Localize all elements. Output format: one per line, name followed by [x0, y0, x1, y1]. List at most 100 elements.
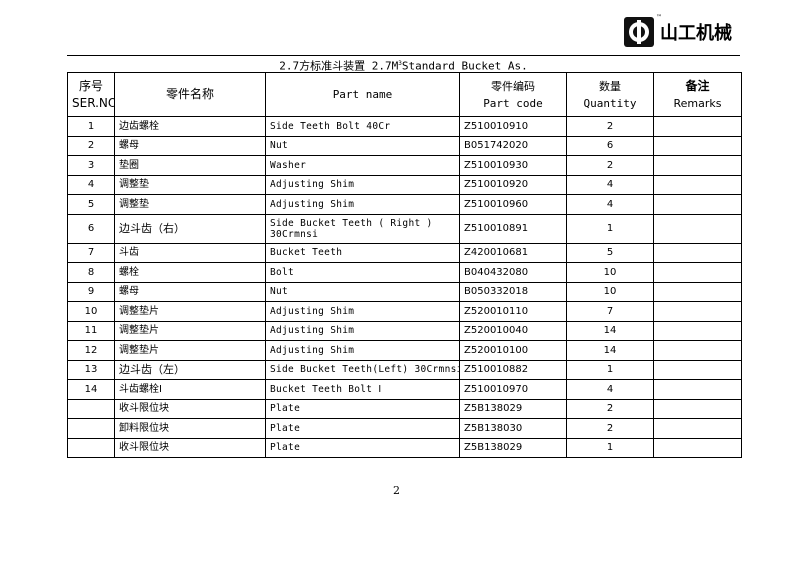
cell-quantity: 6	[566, 135, 654, 156]
cell-name-cn: 调整垫	[114, 174, 266, 195]
header-part-code: 零件编码 Part code	[459, 72, 567, 117]
cell-quantity: 4	[566, 174, 654, 195]
cell-ser-no	[67, 437, 115, 458]
table-row: 14 斗齿螺栓Ⅰ Bucket Teeth Bolt Ⅰ Z510010970 4	[67, 379, 742, 400]
cell-quantity: 1	[566, 359, 654, 380]
cell-name-cn: 边斗齿（左）	[114, 359, 266, 380]
cell-part-name: Plate	[265, 418, 460, 439]
cell-part-name: Bucket Teeth	[265, 242, 460, 263]
table-row: 12 调整垫片 Adjusting Shim Z520010100 14	[67, 340, 742, 361]
table-row: 3 垫圈 Washer Z510010930 2	[67, 155, 742, 176]
table-row: 9 螺母 Nut B050332018 10	[67, 281, 742, 302]
cell-remarks	[653, 194, 742, 215]
cell-part-code: B040432080	[459, 262, 567, 283]
cell-part-name: Bucket Teeth Bolt Ⅰ	[265, 379, 460, 400]
cell-quantity: 10	[566, 262, 654, 283]
cell-quantity: 14	[566, 340, 654, 361]
cell-remarks	[653, 301, 742, 322]
cell-ser-no: 4	[67, 174, 115, 195]
cell-ser-no: 11	[67, 320, 115, 341]
cell-part-code: Z510010882	[459, 359, 567, 380]
cell-part-code: Z5B138029	[459, 437, 567, 458]
cell-part-code: Z510010930	[459, 155, 567, 176]
cell-part-name: Adjusting Shim	[265, 174, 460, 195]
cell-ser-no: 12	[67, 340, 115, 361]
cell-name-cn: 收斗限位块	[114, 437, 266, 458]
table-row: 卸料限位块 Plate Z5B138030 2	[67, 418, 742, 439]
brand-name: 山工机械	[660, 23, 732, 44]
document-title: 2.7方标准斗装置 2.7M3Standard Bucket As.	[67, 56, 740, 73]
cell-part-code: Z510010920	[459, 174, 567, 195]
table-row: 收斗限位块 Plate Z5B138029 1	[67, 437, 742, 458]
cell-remarks	[653, 174, 742, 195]
header-ser: 序号 SER.NO	[67, 72, 115, 117]
cell-part-code: Z510010960	[459, 194, 567, 215]
cell-part-name: Washer	[265, 155, 460, 176]
cell-quantity: 5	[566, 242, 654, 263]
cell-name-cn: 螺母	[114, 135, 266, 156]
cell-quantity: 14	[566, 320, 654, 341]
cell-remarks	[653, 340, 742, 361]
table-row: 10 调整垫片 Adjusting Shim Z520010110 7	[67, 301, 742, 322]
cell-ser-no: 7	[67, 242, 115, 263]
cell-quantity: 2	[566, 116, 654, 137]
cell-part-name: Adjusting Shim	[265, 301, 460, 322]
cell-part-code: Z510010910	[459, 116, 567, 137]
cell-name-cn: 调整垫片	[114, 320, 266, 341]
cell-remarks	[653, 437, 742, 458]
cell-part-code: B051742020	[459, 135, 567, 156]
table-row: 8 螺栓 Bolt B040432080 10	[67, 262, 742, 283]
cell-ser-no: 5	[67, 194, 115, 215]
table-row: 收斗限位块 Plate Z5B138029 2	[67, 398, 742, 419]
cell-quantity: 2	[566, 398, 654, 419]
cell-part-name: Plate	[265, 398, 460, 419]
cell-quantity: 1	[566, 437, 654, 458]
cell-ser-no: 13	[67, 359, 115, 380]
cell-part-name: Adjusting Shim	[265, 320, 460, 341]
cell-part-code: Z520010040	[459, 320, 567, 341]
cell-part-code: Z5B138029	[459, 398, 567, 419]
cell-ser-no: 1	[67, 116, 115, 137]
cell-part-name: Side Teeth Bolt 40Cr	[265, 116, 460, 137]
title-prefix: 2.7方标准斗装置 2.7M	[279, 59, 399, 73]
cell-remarks	[653, 135, 742, 156]
cell-ser-no: 3	[67, 155, 115, 176]
cell-name-cn: 垫圈	[114, 155, 266, 176]
cell-ser-no	[67, 398, 115, 419]
cell-quantity: 2	[566, 418, 654, 439]
header-part-name: Part name	[265, 72, 460, 117]
cell-part-name: Plate	[265, 437, 460, 458]
cell-part-code: Z5B138030	[459, 418, 567, 439]
cell-remarks	[653, 320, 742, 341]
cell-remarks	[653, 213, 742, 244]
cell-name-cn: 螺栓	[114, 262, 266, 283]
cell-part-name: Adjusting Shim	[265, 194, 460, 215]
cell-name-cn: 螺母	[114, 281, 266, 302]
cell-part-code: Z520010110	[459, 301, 567, 322]
cell-quantity: 7	[566, 301, 654, 322]
cell-part-name: Nut	[265, 135, 460, 156]
table-row: 1 边齿螺栓 Side Teeth Bolt 40Cr Z510010910 2	[67, 116, 742, 137]
cell-part-code: Z420010681	[459, 242, 567, 263]
header-name-cn: 零件名称	[114, 72, 266, 117]
cell-name-cn: 调整垫	[114, 194, 266, 215]
cell-name-cn: 收斗限位块	[114, 398, 266, 419]
cell-part-name: Nut	[265, 281, 460, 302]
company-logo: ™ 山工机械	[624, 14, 732, 48]
cell-part-code: Z520010100	[459, 340, 567, 361]
cell-quantity: 4	[566, 194, 654, 215]
table-row: 6 边斗齿（右） Side Bucket Teeth ( Right ) 30Crm…	[67, 213, 742, 244]
logo-mark-icon	[624, 17, 654, 47]
header-rule	[67, 55, 740, 56]
table-row: 7 斗齿 Bucket Teeth Z420010681 5	[67, 242, 742, 263]
header-remarks: 备注 Remarks	[653, 72, 742, 117]
page-number: 2	[393, 484, 400, 497]
cell-part-name: Side Bucket Teeth ( Right ) 30Crmnsi	[265, 213, 460, 244]
cell-ser-no: 2	[67, 135, 115, 156]
cell-remarks	[653, 281, 742, 302]
cell-ser-no: 9	[67, 281, 115, 302]
cell-part-code: B050332018	[459, 281, 567, 302]
parts-table: 序号 SER.NO 零件名称 Part name 零件编码 Part code 数量…	[67, 72, 742, 458]
cell-part-name: Bolt	[265, 262, 460, 283]
cell-remarks	[653, 379, 742, 400]
